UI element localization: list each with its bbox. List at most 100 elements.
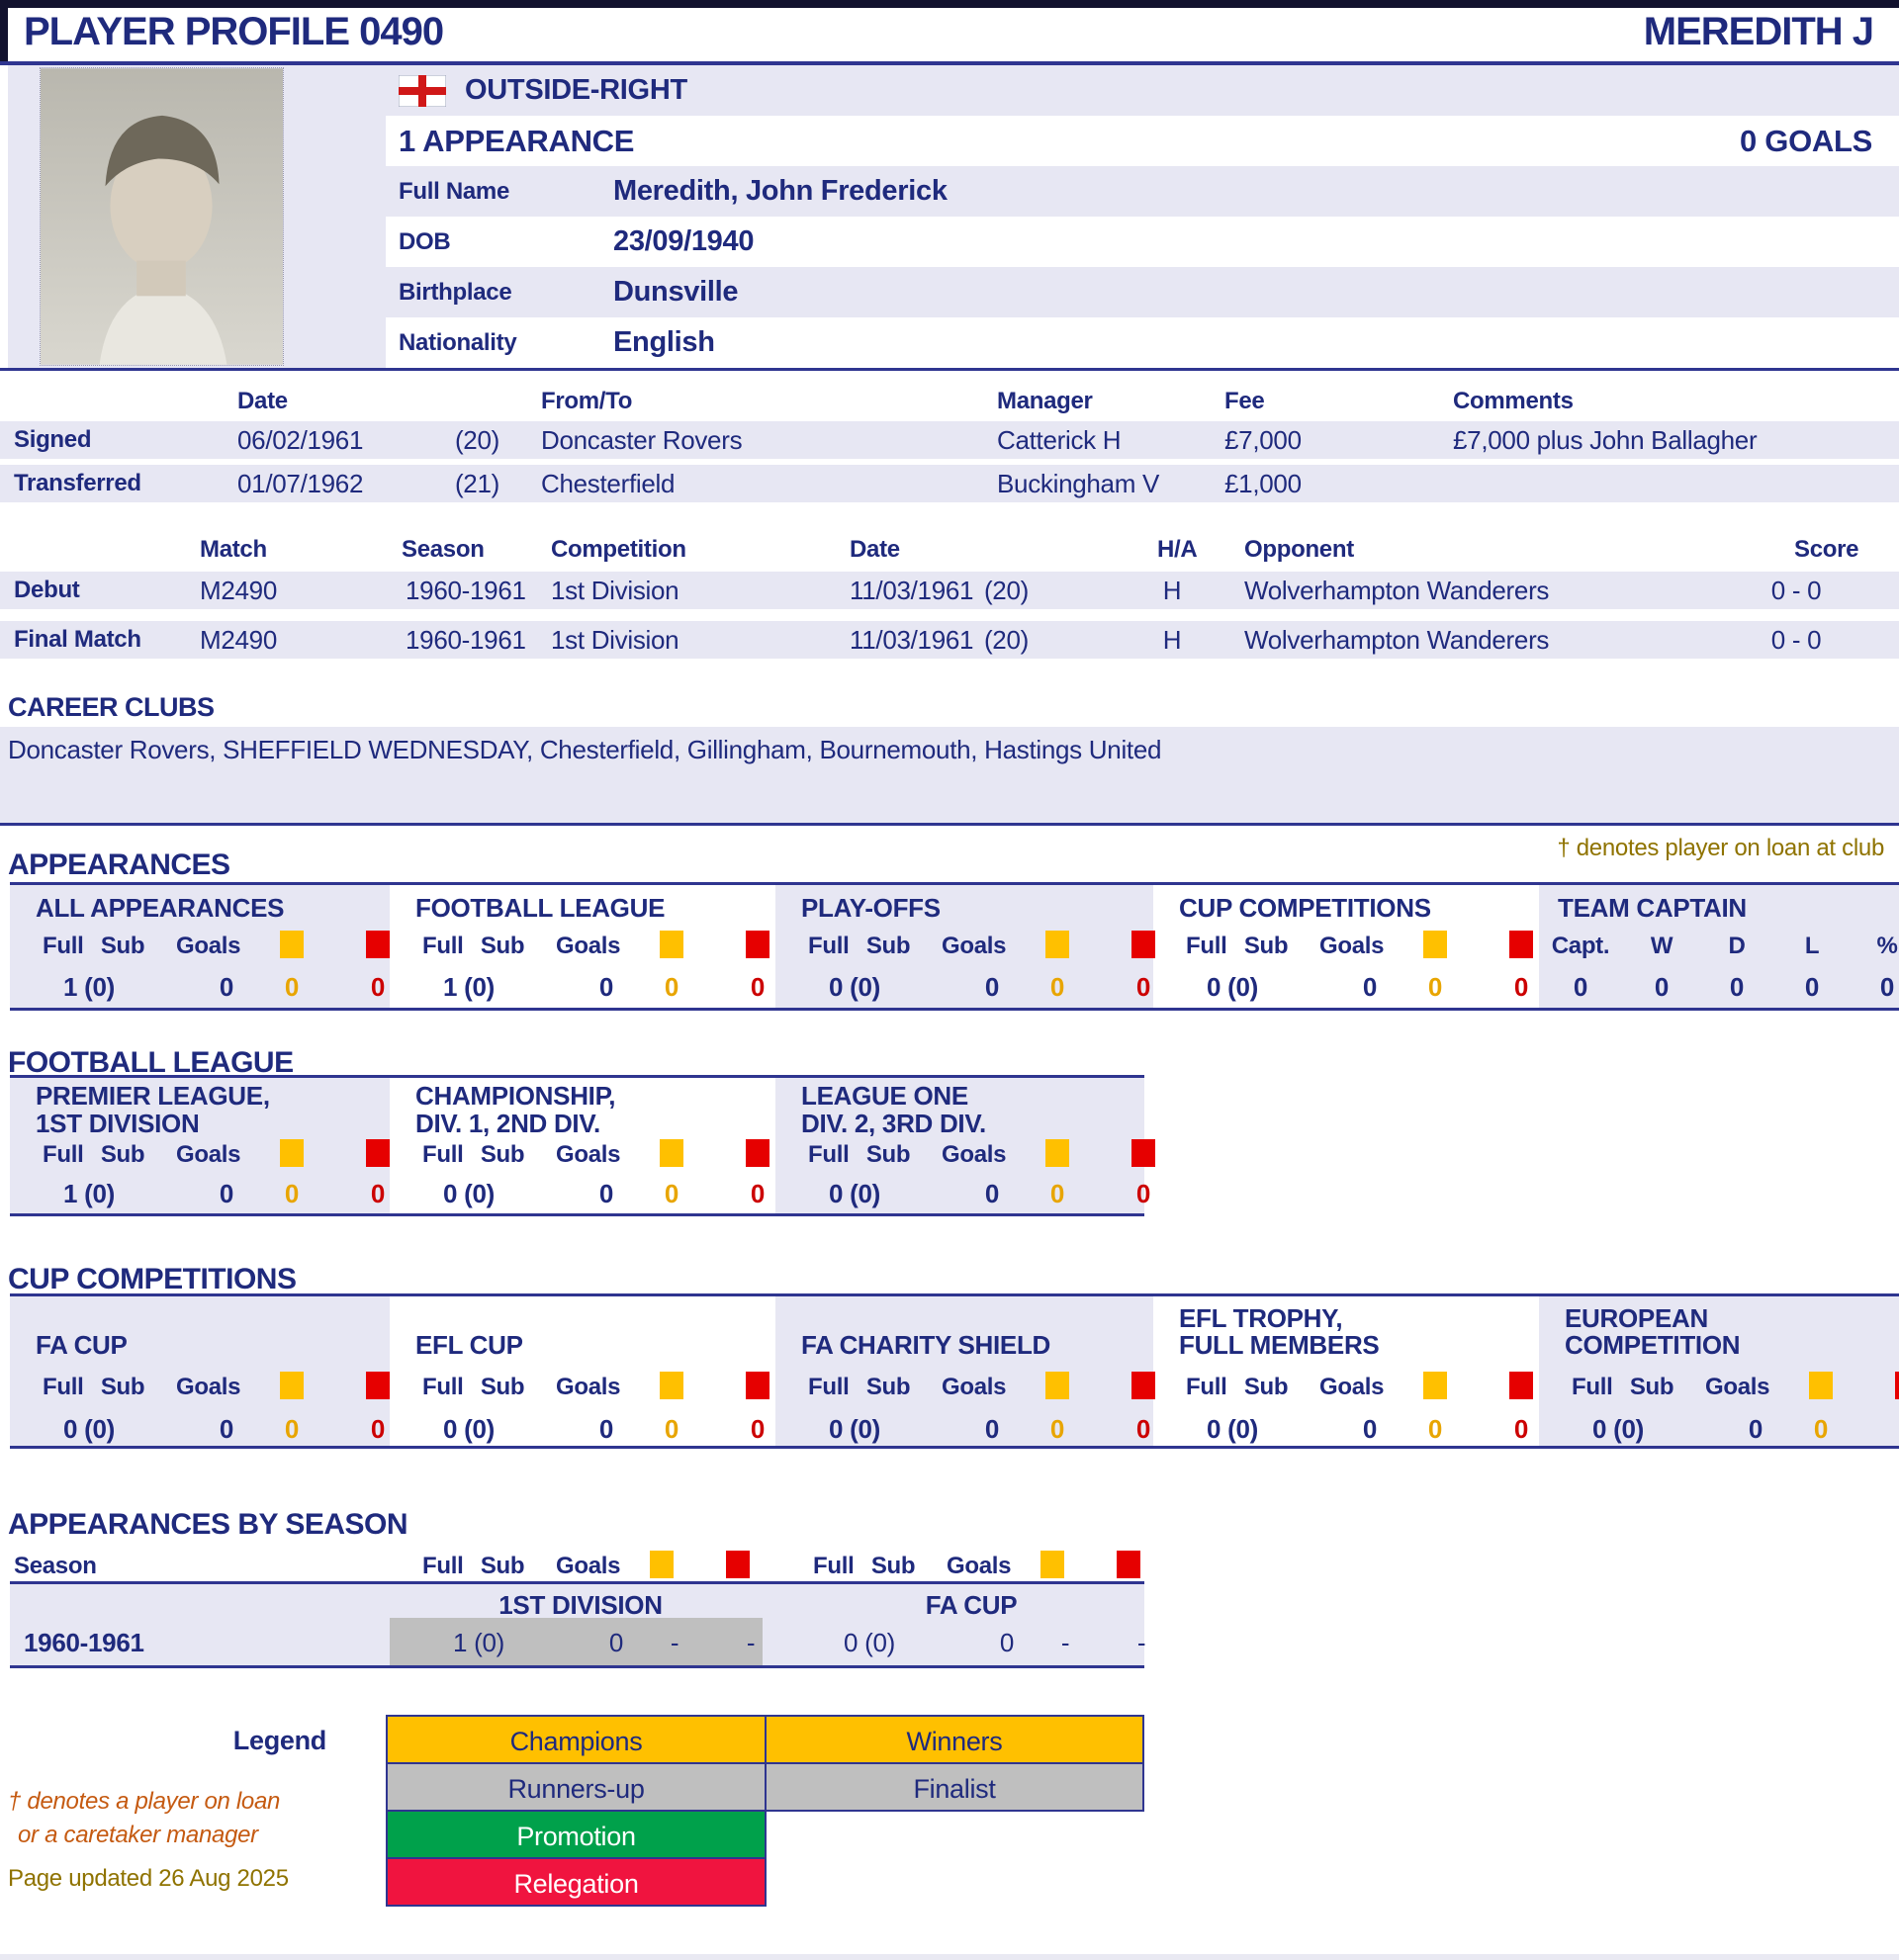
legend-finalist: Finalist <box>765 1762 1144 1812</box>
red-cards-value: 0 <box>370 1179 386 1208</box>
panel-title-line1: CHAMPIONSHIP, <box>415 1081 616 1111</box>
goals-header: Goals <box>1319 1374 1385 1400</box>
yellow-card-icon <box>1423 1372 1447 1399</box>
captain-value: 0 <box>1573 972 1588 1002</box>
cup-competitions-heading: CUP COMPETITIONS <box>8 1263 297 1295</box>
panel-title: TEAM CAPTAIN <box>1558 893 1747 923</box>
fullsub-value: 1 (0) <box>63 972 115 1002</box>
stat-panel-team-captain: TEAM CAPTAIN Capt. W D L % 0 0 0 0 0 <box>1539 885 1899 1008</box>
transfer-age: (21) <box>454 469 499 498</box>
fullsub-value: 1 (0) <box>63 1179 115 1208</box>
bio-row-dob: DOB 23/09/1940 <box>386 217 1899 267</box>
stat-panel-efl-cup: EFL CUP Full Sub Goals 0 (0) 0 0 0 <box>390 1296 775 1446</box>
goals-header: Goals <box>942 933 1007 959</box>
col-header-comments: Comments <box>1453 388 1574 414</box>
yellow-cards-value: 0 <box>284 1179 300 1208</box>
legend-relegation: Relegation <box>386 1857 767 1907</box>
red-cards-value: 0 <box>1135 1414 1151 1444</box>
match-score: 0 - 0 <box>1770 625 1822 655</box>
top-border-bar <box>0 0 1899 8</box>
yellow-cards-value: 0 <box>1813 1414 1829 1444</box>
football-league-heading: FOOTBALL LEAGUE <box>8 1046 294 1079</box>
goals-value: 0 <box>984 1414 999 1444</box>
yellow-card-icon <box>280 931 304 958</box>
fullsub-header: Full Sub <box>808 1141 911 1168</box>
col-header-fromto: From/To <box>541 388 633 414</box>
stat-panel-cup-competitions: CUP COMPETITIONS Full Sub Goals 0 (0) 0 … <box>1153 885 1539 1008</box>
match-age: (20) <box>983 576 1029 605</box>
yellow-card-icon <box>280 1372 304 1399</box>
yellow-cards-value: 0 <box>284 972 300 1002</box>
panel-title-line2: FULL MEMBERS <box>1179 1330 1380 1360</box>
yellow-cards-value: 0 <box>284 1414 300 1444</box>
fullsub-value: 0 (0) <box>1592 1414 1644 1444</box>
goal-count: 0 GOALS <box>1740 124 1872 158</box>
transfer-age: (20) <box>454 425 499 455</box>
legend-table: Champions Winners Runners-up Finalist Pr… <box>386 1715 1144 1913</box>
fullsub-value: 0 (0) <box>443 1179 495 1208</box>
fullsub-header: Full Sub <box>1572 1374 1674 1400</box>
yellow-cards-value: 0 <box>664 1179 679 1208</box>
matches-header-row: Match Season Competition Date H/A Oppone… <box>0 534 1899 566</box>
red-card-icon <box>1895 1372 1899 1399</box>
match-date: 11/03/1961 <box>850 576 974 605</box>
transfer-fee: £1,000 <box>1224 469 1302 498</box>
col-header-score: Score <box>1794 536 1859 563</box>
red-card-icon <box>746 1139 769 1167</box>
transfer-row-signed: Signed 06/02/1961 (20) Doncaster Rovers … <box>0 421 1899 459</box>
transfer-date: 01/07/1962 <box>237 469 364 498</box>
goals-header: Goals <box>942 1141 1007 1168</box>
match-ha: H <box>1162 576 1182 605</box>
fullsub-header: Full Sub <box>813 1553 916 1579</box>
goals-header: Goals <box>1319 933 1385 959</box>
goals-value: 0 <box>598 972 613 1002</box>
totals-row: 1 APPEARANCE 0 GOALS <box>386 116 1899 166</box>
player-photo <box>40 67 284 366</box>
yellow-card-icon <box>1040 1551 1064 1578</box>
fullsub-value: 0 (0) <box>63 1414 115 1444</box>
red-card-icon <box>1117 1551 1140 1578</box>
red-card-icon <box>1509 931 1533 958</box>
page-title: PLAYER PROFILE 0490 <box>24 10 444 53</box>
match-id: M2490 <box>200 625 277 655</box>
draws-value: 0 <box>1729 972 1745 1002</box>
stat-panel-football-league: FOOTBALL LEAGUE Full Sub Goals 1 (0) 0 0… <box>390 885 775 1008</box>
appearances-band: ALL APPEARANCES Full Sub Goals 1 (0) 0 0… <box>10 882 1899 1011</box>
yellow-card-icon <box>1045 931 1069 958</box>
season-value: 1960-1961 <box>24 1628 144 1657</box>
transfer-fee: £7,000 <box>1224 425 1302 455</box>
fullsub-value: 0 (0) <box>1207 972 1258 1002</box>
captain-col-header: Capt. <box>1551 933 1610 959</box>
yellow-card-icon <box>650 1551 674 1578</box>
transfer-row-transferred: Transferred 01/07/1962 (21) Chesterfield… <box>0 465 1899 502</box>
header-divider <box>0 61 1899 65</box>
red-card-icon <box>1509 1372 1533 1399</box>
row-label: Signed <box>14 426 92 453</box>
competition-group-header: FA CUP <box>925 1590 1018 1620</box>
goals-value: 0 <box>608 1628 623 1657</box>
goals-value: 0 <box>598 1414 613 1444</box>
red-card-icon <box>746 1372 769 1399</box>
stat-panel-play-offs: PLAY-OFFS Full Sub Goals 0 (0) 0 0 0 <box>775 885 1155 1008</box>
stat-panel-league-one: LEAGUE ONE DIV. 2, 3RD DIV. Full Sub Goa… <box>775 1078 1155 1213</box>
by-season-heading: APPEARANCES BY SEASON <box>8 1508 408 1541</box>
red-cards-value: 0 <box>1135 1179 1151 1208</box>
yellow-cards-value: - <box>1060 1628 1070 1657</box>
red-card-icon <box>366 931 390 958</box>
match-competition: 1st Division <box>551 625 679 655</box>
goals-value: 0 <box>984 972 999 1002</box>
legend-label: Legend <box>232 1726 327 1755</box>
profile-divider <box>0 368 1899 371</box>
col-header-manager: Manager <box>997 388 1093 414</box>
fullsub-value: 0 (0) <box>829 972 880 1002</box>
transfer-date: 06/02/1961 <box>237 425 364 455</box>
col-header-match: Match <box>200 536 267 563</box>
match-age: (20) <box>983 625 1029 655</box>
red-cards-value: 0 <box>750 1414 766 1444</box>
fullsub-header: Full Sub <box>422 933 525 959</box>
goals-header: Goals <box>556 1141 621 1168</box>
wins-col-header: W <box>1650 933 1673 959</box>
goals-value: 0 <box>999 1628 1014 1657</box>
panel-title-line2: FA CUP <box>36 1330 128 1360</box>
